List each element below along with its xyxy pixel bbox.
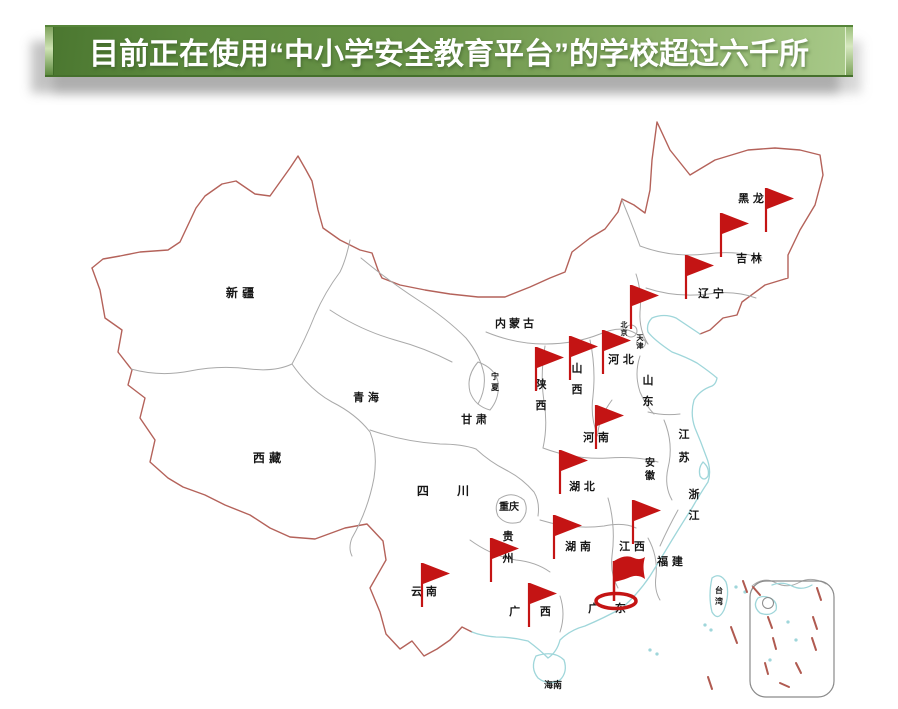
province-label: 天津 xyxy=(637,333,645,350)
province-label: 重庆 xyxy=(499,500,519,513)
province-flag xyxy=(684,255,714,299)
banner-title: 目前正在使用“中小学安全教育平台”的学校超过六千所 xyxy=(89,38,809,71)
province-label: 西 藏 xyxy=(253,450,281,465)
province-label: 辽 宁 xyxy=(698,286,724,300)
province-label: 河 北 xyxy=(608,352,634,366)
province-flag-special xyxy=(594,556,645,611)
province-label: 新 疆 xyxy=(226,285,254,300)
province-flag xyxy=(594,405,624,449)
province-label: 宁夏 xyxy=(490,371,500,392)
province-flag xyxy=(764,188,794,232)
nine-dash-line xyxy=(707,580,822,690)
province-flag xyxy=(552,515,582,559)
province-label: 黑 龙 xyxy=(738,191,764,205)
province-label: 浙江 xyxy=(689,487,700,522)
country-border xyxy=(91,121,824,657)
province-label: 台湾 xyxy=(715,585,723,606)
province-flag xyxy=(420,563,450,607)
province-flag xyxy=(527,583,557,627)
province-label: 吉 林 xyxy=(736,251,762,265)
banner: 目前正在使用“中小学安全教育平台”的学校超过六千所 xyxy=(45,25,853,77)
province-label: 贵州 xyxy=(502,529,514,565)
province-label: 四 川 xyxy=(417,484,481,498)
province-label: 安徽 xyxy=(644,456,656,482)
province-label: 江苏 xyxy=(679,427,690,464)
province-flag xyxy=(534,347,564,391)
province-label: 广 西 xyxy=(509,604,559,618)
province-flag xyxy=(719,213,749,257)
province-label: 内蒙古 xyxy=(495,316,537,330)
province-label: 云 南 xyxy=(411,584,437,598)
province-flag xyxy=(601,330,631,374)
coastline xyxy=(471,314,813,684)
province-label: 湖 南 xyxy=(565,539,591,553)
province-flag xyxy=(631,500,661,544)
province-label: 福 建 xyxy=(656,554,684,568)
province-labels: 新 疆西 藏青 海甘 肃四 川云 南重庆贵州广 西广 东湖 南湖 北江 西河 南… xyxy=(226,191,764,691)
province-label: 江 西 xyxy=(619,539,645,553)
province-label: 陕西 xyxy=(536,377,547,412)
province-label: 甘 肃 xyxy=(461,412,487,426)
south-china-sea-inset-box xyxy=(749,580,835,698)
province-label: 山西 xyxy=(572,361,583,396)
province-flags xyxy=(420,188,794,627)
province-label: 北京 xyxy=(621,320,628,337)
inset-island-ring xyxy=(762,597,774,609)
province-flag xyxy=(489,538,519,582)
province-label: 青 海 xyxy=(353,390,379,404)
province-flag xyxy=(568,336,598,380)
province-flag xyxy=(629,285,659,329)
province-flag xyxy=(558,450,588,494)
province-label: 海南 xyxy=(544,679,562,691)
province-label: 山东 xyxy=(643,373,654,408)
province-label: 湖 北 xyxy=(569,479,595,493)
